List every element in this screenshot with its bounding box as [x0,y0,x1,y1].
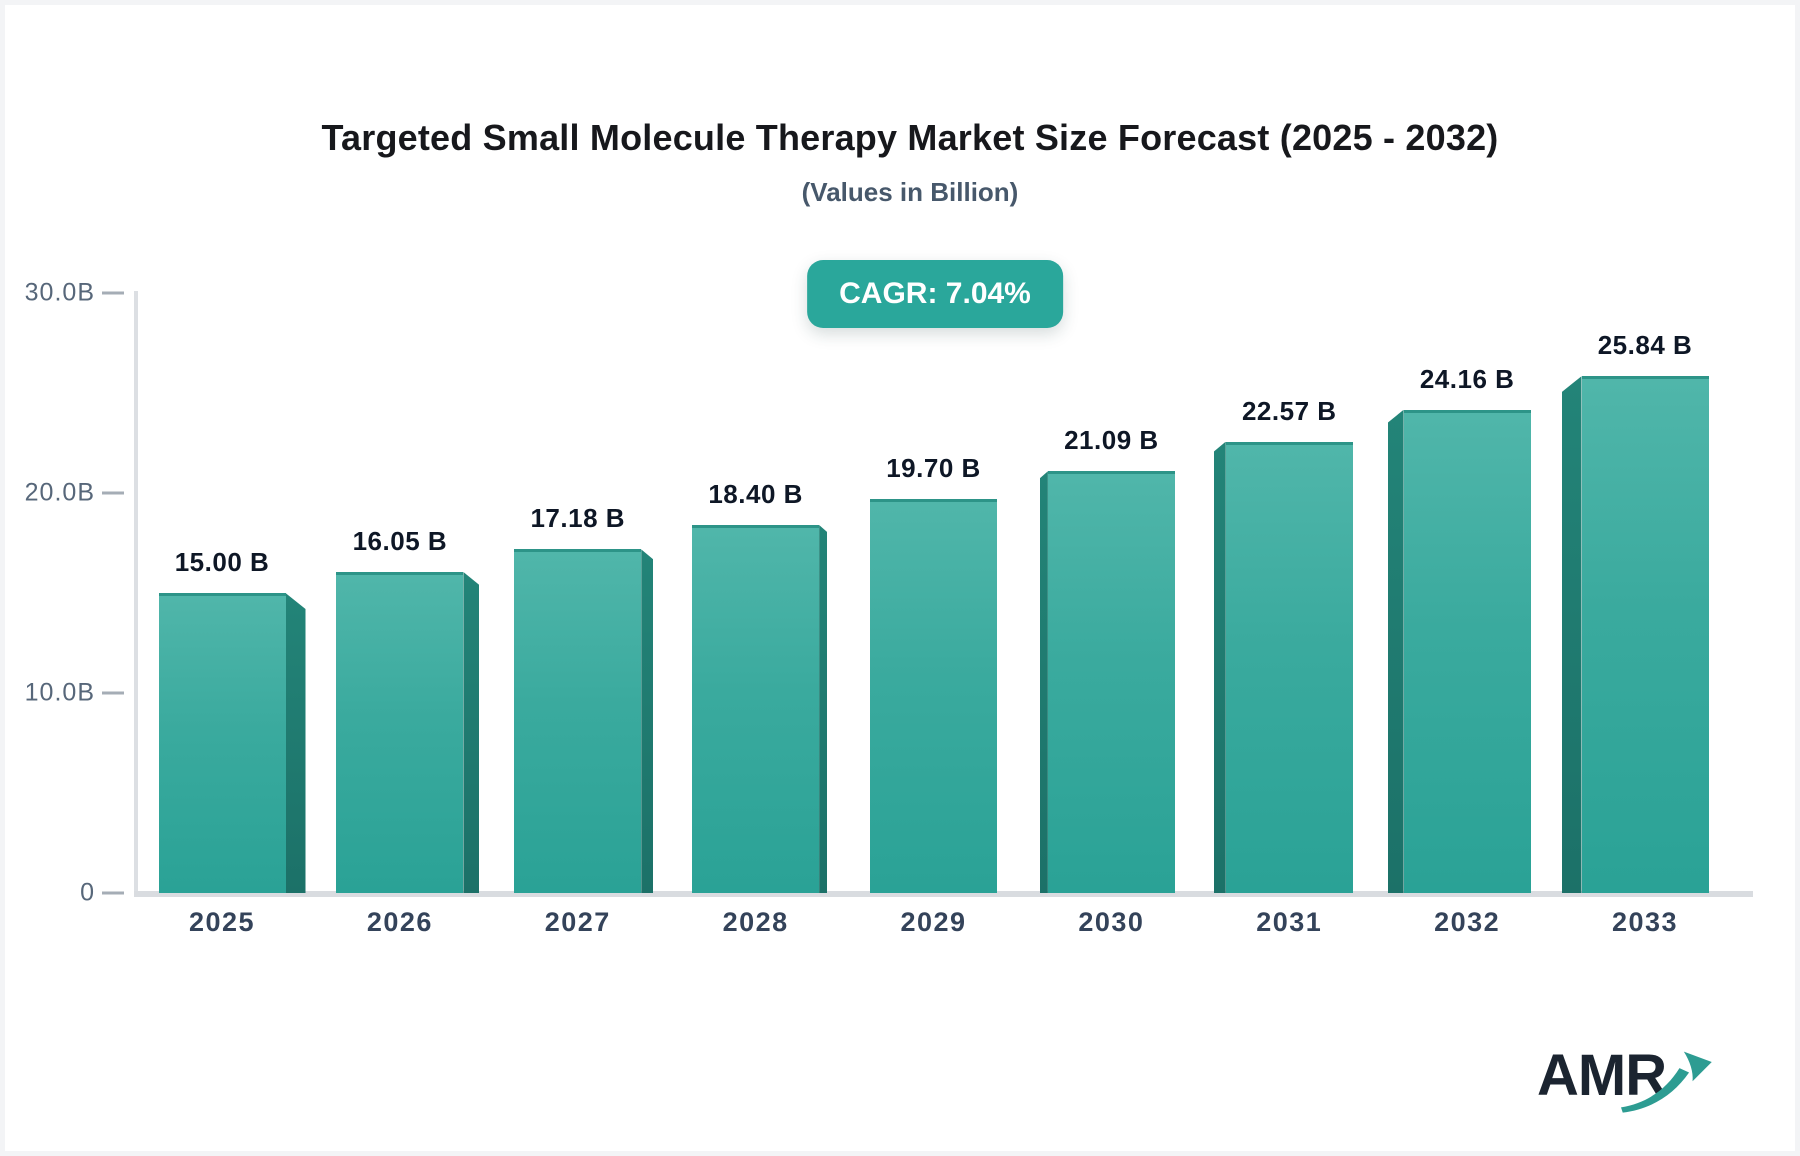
bar-main-face [1047,471,1175,893]
bar-value-label: 16.05 B [352,526,448,556]
chart-canvas: Targeted Small Molecule Therapy Market S… [5,5,1795,1151]
bar-2025[interactable] [158,593,306,893]
bar-value-label: 22.57 B [1241,395,1337,426]
bar-side-face [819,525,828,893]
amr-logo-text: AMR [1537,1043,1667,1108]
y-tick-label: 20.0B [24,478,95,507]
plot-area: 30.0B 20.0B 10.0B 0 15.00 B 2025 16.05 B 2026 17… [5,5,1795,1151]
bar-main-face [1581,376,1709,893]
growth-arrow-icon [1621,1051,1712,1113]
bar-main-face [870,499,997,893]
bar-2033[interactable] [1561,376,1709,893]
x-axis-label: 2032 [1434,907,1501,937]
x-axis-label: 2030 [1078,907,1145,937]
x-axis-label: 2026 [366,907,433,937]
page-title: Targeted Small Molecule Therapy Market S… [321,117,1499,158]
bar-value-label: 24.16 B [1419,363,1515,394]
bar-value-label: 19.70 B [886,453,981,483]
bar-2031[interactable] [1213,441,1353,893]
bar-2028[interactable] [692,525,828,893]
bar-2032[interactable] [1387,409,1531,893]
bar-main-face [1403,409,1531,893]
bar-main-face [336,572,464,893]
x-axis-label: 2029 [900,907,967,937]
x-axis-label: 2028 [722,907,789,937]
bar-side-face [1561,376,1582,893]
bar-value-label: 21.09 B [1064,425,1159,456]
bar-main-face [1225,441,1353,893]
y-tick-label: 10.0B [24,678,95,707]
x-axis-label: 2025 [188,907,256,937]
x-axis-line [134,891,1753,897]
bar-side-face [1213,441,1226,893]
bar-value-label: 15.00 B [174,547,270,577]
bar-side-face [1387,409,1404,893]
y-tick-label: 0 [80,878,95,907]
bar-main-face [692,525,820,893]
bar-value-label: 25.84 B [1597,330,1693,361]
x-axis-label: 2031 [1256,907,1323,937]
bar-side-face [285,593,306,893]
x-axis-label: 2033 [1611,907,1679,937]
page-subtitle: (Values in Billion) [801,177,1019,207]
bar-side-face [1039,471,1048,893]
bar-value-label: 18.40 B [708,479,803,509]
bar-value-label: 17.18 B [530,503,626,534]
bar-2029[interactable] [870,499,997,893]
y-axis-line [134,291,138,897]
bar-2030[interactable] [1039,471,1175,893]
bar-side-face [641,549,654,893]
y-tick [102,691,124,695]
x-axis-label: 2027 [544,907,611,937]
y-tick [102,891,124,895]
cagr-badge: CAGR: 7.04% [807,260,1063,328]
amr-logo: AMR [1537,1047,1737,1127]
bar-main-face [158,593,286,893]
bar-2027[interactable] [514,549,654,893]
y-tick-label: 30.0B [24,278,95,307]
y-tick [102,291,124,295]
bar-2026[interactable] [336,572,480,893]
bar-side-face [463,572,480,893]
y-tick [102,491,124,495]
bar-main-face [514,549,642,893]
